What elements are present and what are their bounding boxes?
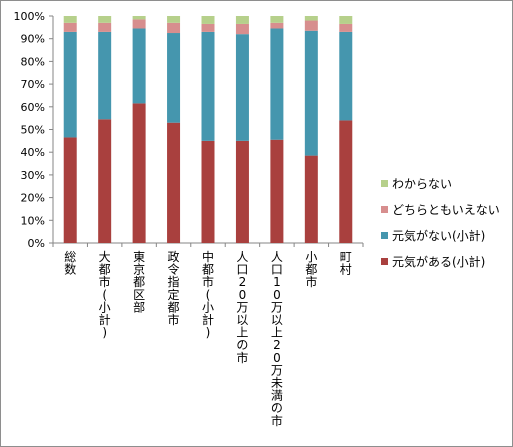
bar-segment	[98, 16, 112, 23]
bar-segment	[339, 120, 353, 243]
x-tick-label: 小都市	[305, 250, 317, 289]
bar-segment	[98, 31, 112, 120]
bar-segment	[63, 137, 77, 243]
x-tick-label: 東京都区部	[133, 250, 145, 314]
bar-segment	[304, 20, 318, 31]
bar-segment	[167, 122, 181, 243]
y-tick-label: 100%	[14, 10, 45, 23]
bar-segment	[235, 140, 249, 243]
bar-segment	[339, 16, 353, 24]
y-tick-label: 90%	[21, 33, 45, 46]
bar-segment	[235, 23, 249, 35]
bar-segment	[132, 16, 146, 20]
legend-item-genki-ga-aru: 元気がある(小計)	[381, 255, 509, 282]
bar-segment	[235, 16, 249, 24]
y-tick-label: 20%	[21, 192, 45, 205]
bar-segment	[270, 22, 284, 29]
legend-swatch	[381, 232, 388, 239]
y-tick-label: 40%	[21, 146, 45, 159]
bar-segment	[63, 16, 77, 23]
x-tick-label: 人口 1 0 万以上 2 0 万未満の市	[271, 250, 283, 428]
y-tick-label: 70%	[21, 78, 45, 91]
bar-segment	[201, 140, 215, 243]
legend-swatch	[381, 206, 388, 213]
y-tick-label: 0%	[28, 237, 45, 250]
bar-segment	[270, 139, 284, 243]
bar-segment	[304, 16, 318, 21]
bar-segment	[304, 155, 318, 243]
legend-item-dochiratomo: どちらともいえない	[381, 203, 509, 230]
y-tick-label: 10%	[21, 214, 45, 227]
bar-segment	[201, 23, 215, 32]
x-tick-label: 総数	[64, 250, 76, 277]
legend-item-wakaranai: わからない	[381, 177, 509, 204]
legend-label: 元気がない(小計)	[392, 229, 486, 243]
x-tick-label: 中都市(小計)	[202, 249, 214, 340]
bar-segment	[270, 16, 284, 23]
bar-segment	[132, 28, 146, 104]
bar-segment	[63, 22, 77, 32]
bar-segment	[132, 19, 146, 29]
bar-segment	[339, 23, 353, 32]
bar-segment	[270, 28, 284, 140]
bar-segment	[98, 119, 112, 243]
legend-label: わからない	[392, 177, 453, 191]
bar-segment	[167, 33, 181, 123]
bar-segment	[201, 31, 215, 141]
x-tick-label: 町村	[340, 250, 352, 277]
bar-segment	[201, 16, 215, 24]
bar-segment	[167, 16, 181, 23]
y-tick-label: 80%	[21, 55, 45, 68]
bar-segment	[132, 103, 146, 244]
bar-segment	[304, 30, 318, 156]
legend-label: どちらともいえない	[392, 203, 500, 217]
bar-segment	[235, 34, 249, 141]
y-tick-label: 60%	[21, 101, 45, 114]
legend: わからない どちらともいえない 元気がない(小計) 元気がある(小計)	[381, 177, 509, 282]
y-tick-label: 30%	[21, 169, 45, 182]
x-tick-label: 政令指定都市	[168, 250, 180, 327]
legend-item-genki-ga-nai: 元気がない(小計)	[381, 229, 509, 256]
bar-segment	[339, 31, 353, 121]
legend-swatch	[381, 258, 388, 265]
y-tick-label: 50%	[21, 124, 45, 137]
legend-label: 元気がある(小計)	[392, 255, 486, 269]
bar-segment	[98, 22, 112, 32]
x-tick-label: 大都市(小計)	[99, 250, 111, 340]
bar-segment	[167, 22, 181, 34]
bar-segment	[63, 31, 77, 138]
legend-swatch	[381, 180, 388, 187]
x-tick-label: 人口 2 0 万以上の市	[236, 250, 248, 365]
